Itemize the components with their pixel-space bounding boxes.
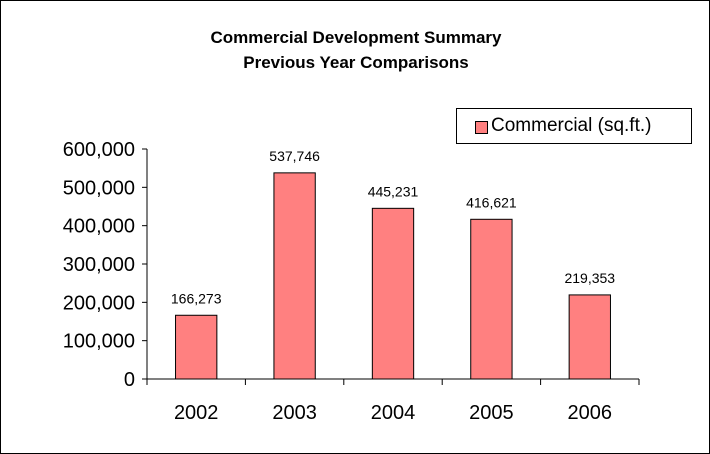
bar	[568, 294, 611, 380]
labels: 166,273 537,746 445,231 416,621 219,353	[171, 148, 615, 306]
x-tick-label: 2006	[568, 402, 613, 424]
data-label: 537,746	[269, 148, 320, 164]
bar	[273, 172, 316, 380]
bars	[175, 172, 611, 380]
chart-title: Commercial Development Summary Previous …	[1, 25, 710, 75]
data-label: 166,273	[171, 290, 222, 306]
x-tick-label: 2003	[272, 402, 317, 424]
axes: 0 100,000 200,000 300,000 400,000 500,000 600,…	[63, 139, 640, 424]
data-label: 445,231	[368, 183, 419, 199]
bar	[470, 218, 513, 380]
y-tick-label: 100,000	[63, 331, 135, 353]
y-tick-label: 300,000	[63, 254, 135, 276]
chart-title-line-2: Previous Year Comparisons	[243, 53, 469, 72]
y-tick-label: 200,000	[63, 292, 135, 314]
x-tick-label: 2005	[469, 402, 514, 424]
x-tick-label: 2004	[371, 402, 416, 424]
data-label: 219,353	[564, 270, 615, 286]
data-label: 416,621	[466, 194, 517, 210]
chart-title-line-1: Commercial Development Summary	[210, 28, 502, 47]
legend: Commercial (sq.ft.)	[456, 108, 692, 144]
y-tick-label: 0	[124, 369, 135, 391]
y-tick-label: 600,000	[63, 139, 135, 161]
y-tick-label: 400,000	[63, 216, 135, 238]
bar	[371, 207, 415, 380]
legend-swatch	[475, 121, 488, 134]
bar	[175, 314, 218, 380]
legend-label: Commercial (sq.ft.)	[491, 115, 652, 136]
x-tick-label: 2002	[174, 402, 219, 424]
y-tick-label: 500,000	[63, 177, 135, 199]
